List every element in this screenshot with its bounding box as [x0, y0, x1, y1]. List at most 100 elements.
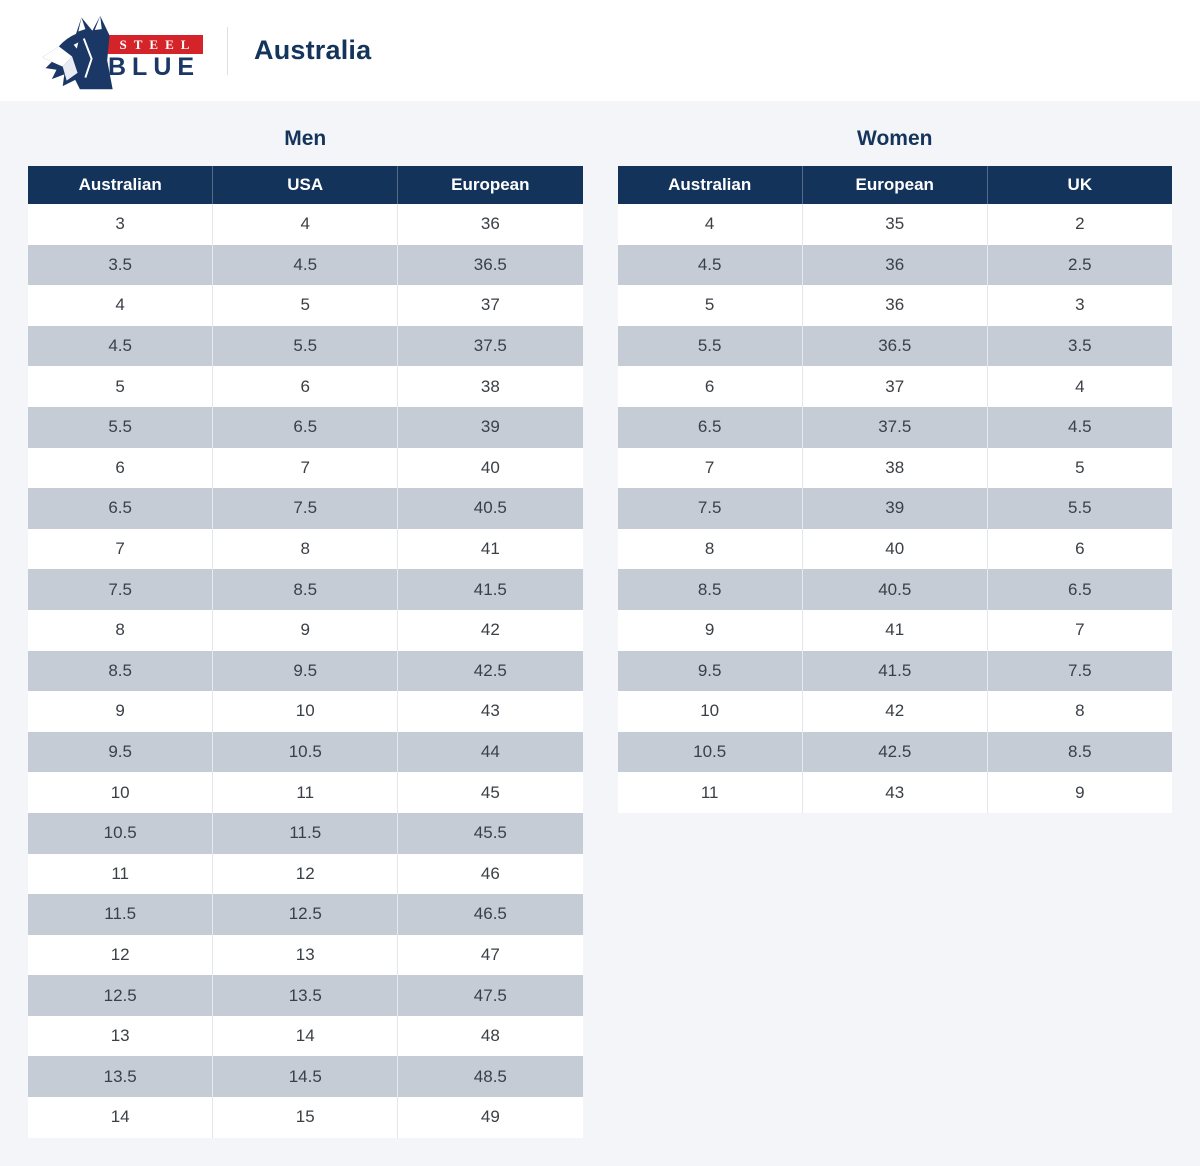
- size-cell: 36.5: [397, 244, 583, 286]
- size-cell: 36: [397, 204, 583, 245]
- size-cell: 40: [801, 528, 988, 570]
- table-row: 12.5 13.5 47.5: [28, 975, 583, 1016]
- table-row: 9 41 7: [617, 609, 1172, 651]
- size-cell: 41.5: [397, 569, 583, 610]
- size-cell: 13: [212, 934, 398, 976]
- size-cell: 7.5: [28, 569, 213, 610]
- size-cell: 6.5: [212, 406, 398, 448]
- size-cell: 5: [212, 285, 398, 326]
- size-cell: 42.5: [801, 731, 988, 773]
- size-cell: 10.5: [28, 812, 213, 854]
- size-cell: 40: [397, 447, 583, 489]
- size-cell: 10: [28, 772, 213, 813]
- size-cell: 14.5: [212, 1056, 398, 1098]
- table-row: 7.5 8.5 41.5: [28, 569, 583, 610]
- table-row: 13.5 14.5 48.5: [28, 1056, 583, 1098]
- table-row: 10 11 45: [28, 772, 583, 813]
- table-row: 5 36 3: [617, 285, 1172, 326]
- size-cell: 5.5: [986, 488, 1172, 529]
- size-cell: 46: [397, 853, 583, 895]
- size-cell: 48: [397, 1015, 583, 1057]
- size-cell: 3: [986, 285, 1172, 326]
- table-row: 9.5 10.5 44: [28, 731, 583, 773]
- men-section-title: Men: [284, 127, 327, 150]
- size-cell: 36: [801, 285, 988, 326]
- size-cell: 8: [986, 691, 1172, 732]
- size-cell: 45.5: [397, 812, 583, 854]
- header-row: Australian USA European: [28, 166, 583, 204]
- logo-steel-label: STEEL: [106, 35, 203, 54]
- men-size-section: Men Australian USA European 3 4 36 3.5 4.5 36.5 4…: [28, 101, 583, 1138]
- size-cell: 43: [801, 772, 988, 813]
- size-cell: 13.5: [212, 975, 398, 1016]
- size-cell: 7: [617, 447, 803, 489]
- size-cell: 6.5: [986, 569, 1172, 610]
- size-cell: 46.5: [397, 894, 583, 935]
- size-cell: 14: [212, 1015, 398, 1057]
- size-cell: 13: [28, 1015, 213, 1057]
- size-cell: 42: [397, 609, 583, 651]
- size-cell: 9: [986, 772, 1172, 813]
- size-charts-content: Men Australian USA European 3 4 36 3.5 4.5 36.5 4…: [0, 101, 1200, 1138]
- size-cell: 36: [801, 244, 988, 286]
- size-cell: 7.5: [986, 650, 1172, 692]
- size-cell: 39: [801, 488, 988, 529]
- wolf-head-icon: [42, 15, 113, 89]
- size-cell: 37.5: [397, 325, 583, 367]
- size-cell: 8.5: [28, 650, 213, 692]
- size-cell: 4: [28, 285, 213, 326]
- size-cell: 9: [212, 609, 398, 651]
- size-cell: 4.5: [986, 406, 1172, 448]
- size-cell: 4.5: [212, 244, 398, 286]
- table-row: 12 13 47: [28, 934, 583, 976]
- table-row: 8.5 40.5 6.5: [617, 569, 1172, 610]
- size-cell: 3: [28, 204, 213, 245]
- column-header: European: [801, 166, 988, 204]
- size-cell: 5.5: [212, 325, 398, 367]
- table-row: 7 38 5: [617, 447, 1172, 489]
- size-cell: 10: [212, 691, 398, 732]
- size-cell: 2: [986, 204, 1172, 245]
- size-cell: 9: [28, 691, 213, 732]
- table-row: 11.5 12.5 46.5: [28, 894, 583, 935]
- size-cell: 7.5: [212, 488, 398, 529]
- table-row: 8 9 42: [28, 609, 583, 651]
- table-row: 6 37 4: [617, 366, 1172, 407]
- size-cell: 15: [212, 1097, 398, 1138]
- size-cell: 9.5: [28, 731, 213, 773]
- steel-blue-logo[interactable]: STEEL BLUE ®: [30, 12, 203, 90]
- registered-trademark-symbol: ®: [102, 79, 109, 90]
- header-row: Australian European UK: [617, 166, 1172, 204]
- size-cell: 40.5: [801, 569, 988, 610]
- header-divider: [227, 26, 228, 75]
- size-cell: 7: [28, 528, 213, 570]
- size-cell: 43: [397, 691, 583, 732]
- size-cell: 11.5: [28, 894, 213, 935]
- size-cell: 47: [397, 934, 583, 976]
- size-cell: 12: [212, 853, 398, 895]
- size-cell: 10: [617, 691, 803, 732]
- size-cell: 8: [212, 528, 398, 570]
- column-header: Australian: [617, 166, 803, 204]
- size-cell: 5.5: [617, 325, 803, 367]
- size-cell: 48.5: [397, 1056, 583, 1098]
- table-row: 4.5 36 2.5: [617, 244, 1172, 286]
- size-cell: 6.5: [28, 488, 213, 529]
- table-row: 10.5 11.5 45.5: [28, 812, 583, 854]
- women-section-title: Women: [857, 127, 933, 150]
- size-cell: 9.5: [212, 650, 398, 692]
- size-cell: 8.5: [986, 731, 1172, 773]
- table-row: 5.5 36.5 3.5: [617, 325, 1172, 367]
- top-bar: STEEL BLUE ® Australia: [0, 0, 1200, 101]
- size-cell: 12: [28, 934, 213, 976]
- size-cell: 11.5: [212, 812, 398, 854]
- size-cell: 10.5: [617, 731, 803, 773]
- size-cell: 40.5: [397, 488, 583, 529]
- size-cell: 36.5: [801, 325, 988, 367]
- size-cell: 42.5: [397, 650, 583, 692]
- table-row: 3 4 36: [28, 204, 583, 245]
- logo-blue-label: BLUE: [108, 53, 201, 81]
- size-cell: 3.5: [28, 244, 213, 286]
- table-row: 4 35 2: [617, 204, 1172, 245]
- table-row: 6.5 37.5 4.5: [617, 406, 1172, 448]
